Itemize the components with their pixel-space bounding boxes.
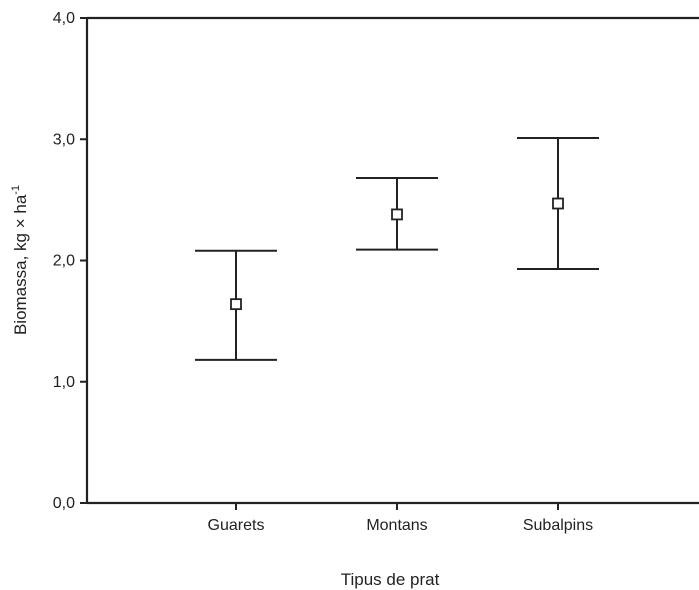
x-tick-label: Guarets (208, 517, 265, 534)
y-tick-label: 1,0 (53, 374, 75, 391)
plot-frame (85, 16, 699, 505)
y-tick-label: 4,0 (53, 10, 75, 27)
mean-marker (552, 197, 564, 210)
y-axis-title-superscript: -1 (10, 185, 22, 195)
error-bar-group (356, 177, 438, 251)
mean-marker (391, 208, 403, 221)
y-tick-label: 3,0 (53, 131, 75, 148)
y-axis-title: Biomassa, kg × ha-1 (10, 185, 30, 335)
y-axis-ticks: 0,0 1,0 2,0 3,0 4,0 (53, 10, 87, 512)
x-tick-label: Montans (366, 517, 427, 534)
y-tick-label: 2,0 (53, 253, 75, 270)
error-bar-group (195, 249, 277, 361)
y-tick-label: 0,0 (53, 495, 75, 512)
mean-marker (230, 298, 242, 311)
x-axis-title: Tipus de prat (341, 570, 440, 589)
x-tick-label: Subalpins (523, 517, 593, 534)
y-axis-title-main: Biomassa, kg × ha (11, 194, 30, 335)
error-bar-group (517, 137, 599, 270)
chart-marks (195, 137, 599, 361)
x-axis-ticks: Guarets Montans Subalpins (208, 503, 593, 534)
